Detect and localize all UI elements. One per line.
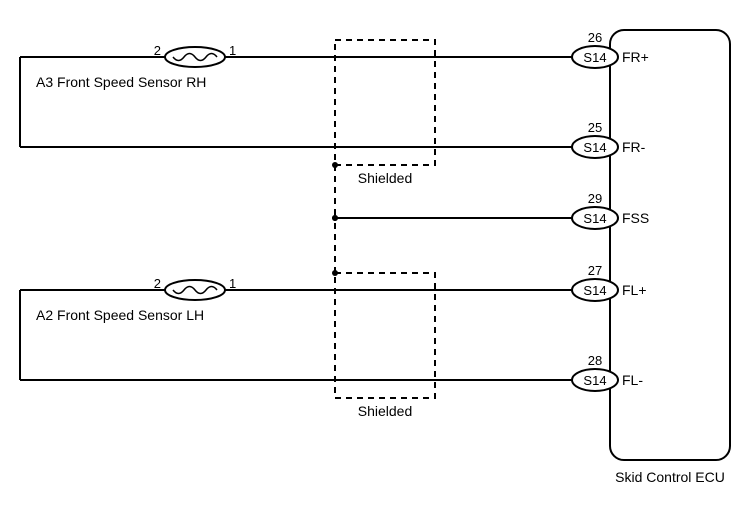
signal-rh-top: FR+: [622, 49, 649, 65]
pin-num-lh-bot: 28: [588, 353, 602, 368]
pin-num-rh-top: 26: [588, 30, 602, 45]
wiring-diagram: Skid Control ECU A3 Front Speed Sensor RH…: [0, 0, 755, 507]
pin-conn-lh-top: S14: [583, 283, 606, 298]
pin-num-lh-top: 27: [588, 263, 602, 278]
shield-label-lh: Shielded: [358, 403, 413, 419]
pin-conn-rh-top: S14: [583, 50, 606, 65]
pin-conn-rh-bot: S14: [583, 140, 606, 155]
pin-conn-fss: S14: [583, 211, 606, 226]
signal-fss: FSS: [622, 210, 649, 226]
svg-text:2: 2: [154, 276, 161, 291]
signal-lh-top: FL+: [622, 282, 647, 298]
ecu-label: Skid Control ECU: [615, 469, 725, 485]
signal-rh-bot: FR-: [622, 139, 646, 155]
ecu-box: [610, 30, 730, 460]
sensor-label-lh: A2 Front Speed Sensor LH: [36, 307, 204, 323]
sensor-label-rh: A3 Front Speed Sensor RH: [36, 74, 206, 90]
pin-num-fss: 29: [588, 191, 602, 206]
svg-text:2: 2: [154, 43, 161, 58]
svg-text:1: 1: [229, 43, 236, 58]
svg-text:1: 1: [229, 276, 236, 291]
pin-num-rh-bot: 25: [588, 120, 602, 135]
signal-lh-bot: FL-: [622, 372, 643, 388]
pin-conn-lh-bot: S14: [583, 373, 606, 388]
shield-label-rh: Shielded: [358, 170, 413, 186]
